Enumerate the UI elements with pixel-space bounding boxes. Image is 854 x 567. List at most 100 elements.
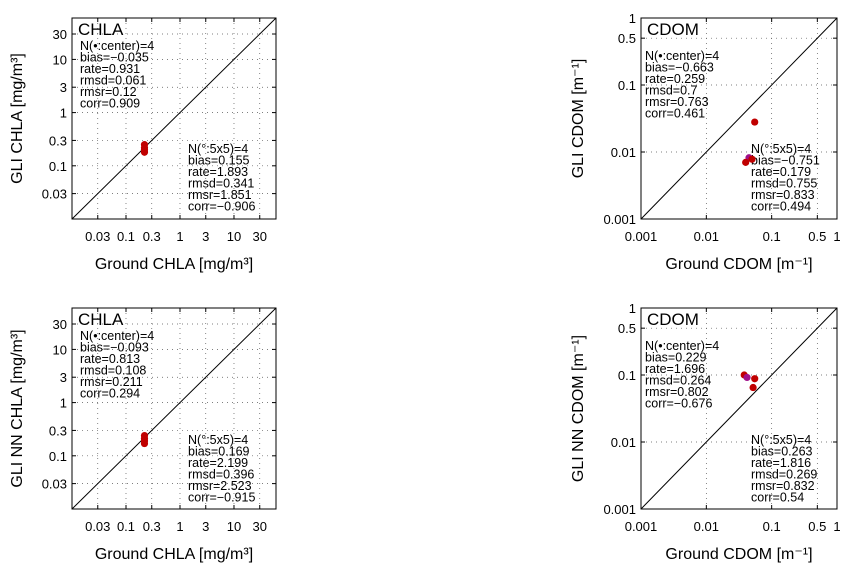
data-point (743, 373, 751, 382)
x-tick-label: 0.03 (85, 519, 110, 534)
x-axis-label: Ground CDOM [m⁻¹] (665, 546, 812, 563)
x-tick-label: 30 (253, 229, 267, 244)
y-tick-label: 30 (53, 317, 67, 332)
center-stat-line: N(•:center)=4 (645, 339, 719, 353)
x-tick-label: 0.1 (763, 519, 781, 534)
center-stat-line: bias=−0.663 (645, 61, 714, 75)
data-point (748, 155, 756, 163)
y-tick-label: 1 (629, 301, 636, 316)
center-stat-line: corr=−0.676 (645, 397, 712, 411)
x-axis-label: Ground CHLA [mg/m³] (95, 546, 253, 563)
x-tick-label: 1 (833, 519, 840, 534)
center-stat-line: rmsd=0.061 (80, 74, 146, 88)
y-tick-label: 0.01 (611, 145, 636, 160)
center-stat-line: bias=−0.093 (80, 341, 149, 355)
y-tick-label: 0.1 (618, 368, 636, 383)
x-tick-label: 0.01 (694, 519, 719, 534)
y-tick-label: 3 (60, 370, 67, 385)
box-stat-line: bias=0.155 (188, 154, 250, 168)
y-tick-label: 1 (629, 11, 636, 26)
center-stat-line: rate=0.813 (80, 352, 140, 366)
x-axis-label: Ground CDOM [m⁻¹] (665, 256, 812, 273)
y-tick-label: 0.001 (603, 502, 636, 517)
y-axis-label: GLI NN CHLA [mg/m³] (9, 329, 26, 487)
axes-frame (71, 307, 277, 510)
center-stat-line: rmsd=0.108 (80, 364, 146, 378)
box-stat-line: rate=1.893 (188, 165, 248, 179)
one-to-one-line (640, 307, 838, 510)
box-stat-line: rmsd=0.755 (751, 177, 817, 191)
data-point (140, 439, 149, 448)
x-tick-label: 0.3 (143, 519, 161, 534)
x-tick-label: 0.3 (143, 229, 161, 244)
y-tick-label: 0.03 (42, 187, 67, 202)
center-stat-line: rmsd=0.7 (645, 84, 698, 98)
x-tick-label: 3 (202, 229, 209, 244)
one-to-one-line (71, 307, 277, 510)
box-stat-line: rmsd=0.269 (751, 468, 817, 482)
panel-title: CDOM (647, 20, 699, 39)
y-tick-label: 10 (53, 342, 67, 357)
x-tick-label: 1 (176, 229, 183, 244)
box-stat-line: rate=1.816 (751, 456, 811, 470)
x-tick-label: 0.5 (808, 229, 826, 244)
box-stat-line: corr=−0.906 (188, 200, 255, 214)
center-stat-line: rate=0.259 (645, 72, 705, 86)
box-stat-line: bias=0.263 (751, 445, 813, 459)
y-axis-label: GLI NN CDOM [m⁻¹] (570, 335, 587, 482)
x-tick-label: 10 (227, 229, 241, 244)
box-stat-line: rmsr=2.523 (188, 479, 252, 493)
center-stat-line: rate=1.696 (645, 362, 705, 376)
x-tick-label: 0.001 (625, 519, 658, 534)
box-stat-line: corr=0.54 (751, 491, 804, 505)
y-tick-label: 1 (60, 396, 67, 411)
box-stat-line: corr=−0.915 (188, 491, 255, 505)
x-tick-label: 10 (227, 519, 241, 534)
box-stat-line: corr=0.494 (751, 200, 811, 214)
center-stat-line: bias=−0.035 (80, 51, 149, 65)
center-stat-line: corr=0.294 (80, 387, 140, 401)
x-tick-label: 0.5 (808, 519, 826, 534)
data-point (751, 118, 759, 126)
y-axis-label: GLI CDOM [m⁻¹] (570, 59, 587, 179)
x-tick-label: 0.01 (694, 229, 719, 244)
y-tick-label: 0.001 (603, 212, 636, 227)
y-tick-label: 0.1 (49, 159, 67, 174)
box-stat-line: N(°:5x5)=4 (751, 433, 811, 447)
y-tick-label: 0.5 (618, 321, 636, 336)
box-stat-line: rmsr=1.851 (188, 188, 252, 202)
axes-frame (71, 17, 277, 220)
center-stat-line: corr=0.909 (80, 97, 140, 111)
box-stat-line: N(°:5x5)=4 (188, 142, 248, 156)
x-tick-label: 0.001 (625, 229, 658, 244)
y-tick-label: 3 (60, 80, 67, 95)
center-stat-line: rate=0.931 (80, 62, 140, 76)
x-tick-label: 0.1 (117, 229, 135, 244)
center-stat-line: bias=0.229 (645, 351, 707, 365)
center-stat-line: rmsd=0.264 (645, 374, 711, 388)
data-point (749, 383, 757, 392)
x-tick-label: 1 (176, 519, 183, 534)
x-tick-label: 0.1 (763, 229, 781, 244)
one-to-one-line (71, 17, 277, 220)
x-tick-label: 3 (202, 519, 209, 534)
x-axis-label: Ground CHLA [mg/m³] (95, 256, 253, 273)
y-tick-label: 0.3 (49, 423, 67, 438)
center-stat-line: corr=0.461 (645, 107, 705, 121)
panel-title: CHLA (78, 20, 124, 39)
y-tick-label: 30 (53, 27, 67, 42)
y-tick-label: 1 (60, 106, 67, 121)
axes-frame (640, 307, 838, 510)
y-tick-label: 0.1 (618, 78, 636, 93)
data-point (742, 158, 750, 166)
y-tick-label: 0.3 (49, 133, 67, 148)
x-tick-label: 30 (253, 519, 267, 534)
center-stat-line: rmsr=0.211 (80, 375, 143, 389)
y-tick-label: 0.03 (42, 477, 67, 492)
box-stat-line: N(°:5x5)=4 (188, 433, 248, 447)
center-stat-line: rmsr=0.12 (80, 85, 137, 99)
x-tick-label: 1 (833, 229, 840, 244)
